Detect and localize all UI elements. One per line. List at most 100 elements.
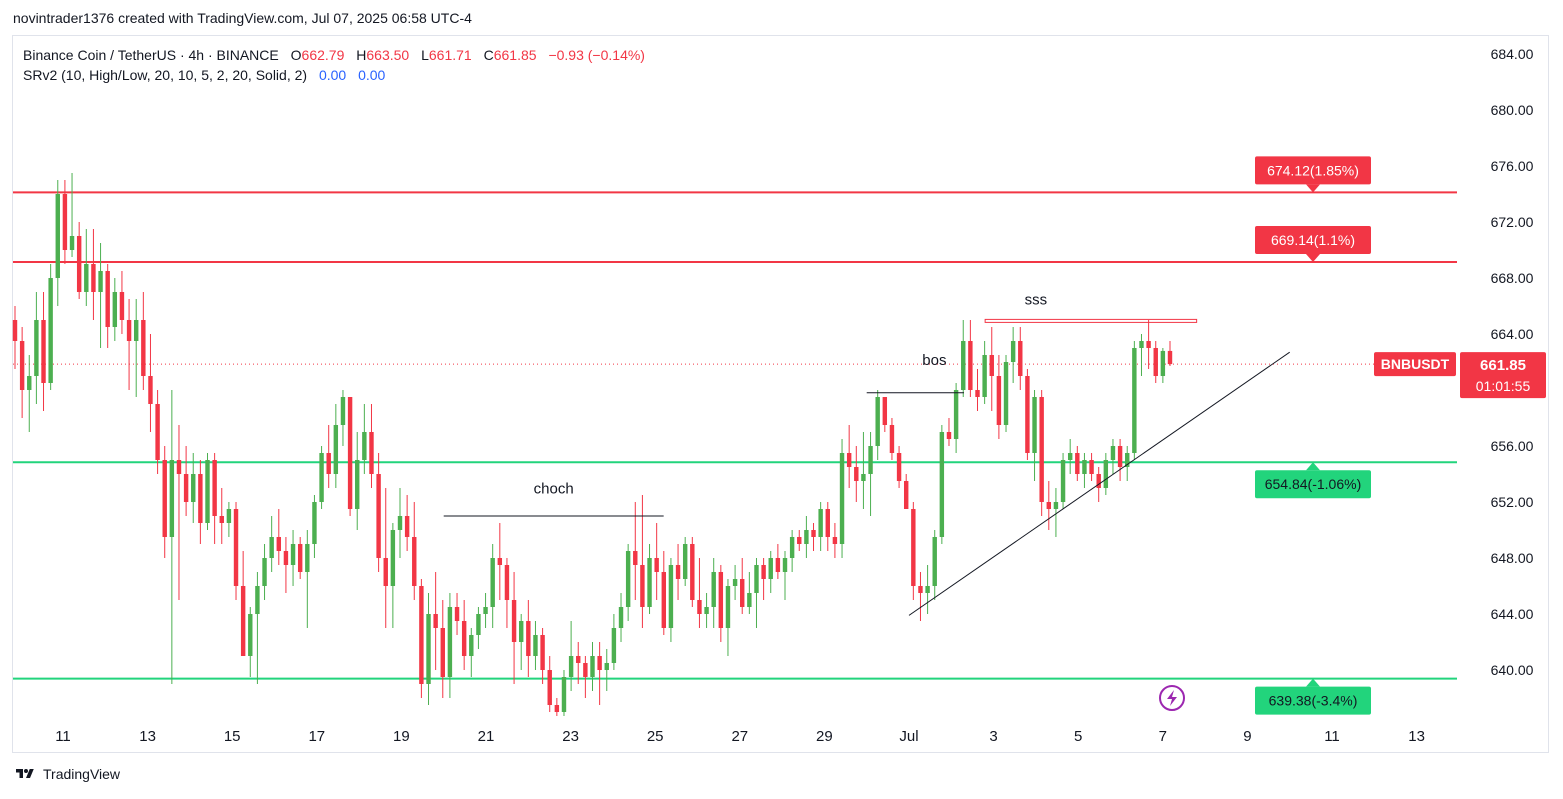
candle-body <box>732 579 738 586</box>
symbol-description[interactable]: Binance Coin / TetherUS · 4h · BINANCE <box>23 47 279 63</box>
candle-body <box>1153 348 1158 376</box>
candle-body <box>98 271 103 292</box>
time-tick-label: Jul <box>899 728 918 745</box>
candle-body <box>105 271 110 327</box>
candle-body <box>839 453 845 544</box>
candle-body <box>248 614 253 656</box>
candle-body <box>754 565 759 593</box>
level-tag-pointer <box>1306 678 1320 687</box>
candle-body <box>290 544 296 565</box>
candle-body <box>1110 446 1116 460</box>
time-tick-label: 19 <box>393 728 410 745</box>
candle-body <box>312 502 317 544</box>
candle-body <box>1117 446 1123 467</box>
candle-body <box>718 572 724 628</box>
symbol-tag-label: BNBUSDT <box>1381 356 1450 372</box>
time-tick-label: 3 <box>989 728 997 745</box>
candle-body <box>461 621 467 656</box>
level-tags: 674.12(1.85%) 669.14(1.1%) 654.84(-1.06%) 6… <box>1255 156 1546 715</box>
open-label: O <box>290 47 302 63</box>
candle-body <box>41 320 46 383</box>
candle-body <box>996 376 1002 425</box>
candle-body <box>426 614 431 684</box>
candle-body <box>533 635 538 656</box>
candle-body <box>447 607 453 677</box>
time-tick-label: 27 <box>731 728 748 745</box>
candle-body <box>205 460 210 523</box>
candle-body <box>212 460 217 516</box>
candle-body <box>226 509 232 523</box>
time-tick-label: 11 <box>1324 728 1340 745</box>
candle-body <box>747 593 752 607</box>
indicator-value-1: 0.00 <box>318 67 347 83</box>
candle-body <box>1075 453 1080 474</box>
candle-body <box>1003 362 1009 425</box>
candle-body <box>283 551 289 565</box>
candle-body <box>647 558 652 607</box>
sss-label: sss <box>1025 292 1048 309</box>
price-tick-label: 652.00 <box>1491 494 1534 510</box>
change-value: −0.93 (−0.14%) <box>548 47 645 63</box>
time-tick-label: 21 <box>478 728 495 745</box>
candle-body <box>868 446 873 474</box>
attribution-text: novintrader1376 created with TradingView… <box>13 10 472 26</box>
price-tick-label: 680.00 <box>1491 102 1534 118</box>
open-value: 662.79 <box>301 47 345 63</box>
candle-body <box>397 516 403 530</box>
candle-body <box>1103 460 1109 488</box>
level-tag-pointer <box>1306 254 1320 263</box>
candle-body <box>305 544 310 572</box>
candle-body <box>276 537 282 551</box>
candle-body <box>1139 341 1144 348</box>
candle-body <box>355 460 360 509</box>
candle-body <box>518 621 524 642</box>
tradingview-logo-icon <box>16 769 34 778</box>
candle-body <box>982 355 987 397</box>
candle-body <box>176 460 182 474</box>
candle-body <box>55 194 60 278</box>
candle-body <box>690 544 695 600</box>
candle-body <box>1053 502 1059 509</box>
candle-body <box>27 376 32 390</box>
candle-body <box>483 607 488 614</box>
candle-body <box>1067 453 1073 460</box>
time-tick-label: 17 <box>308 728 325 745</box>
candle-body <box>1025 376 1030 453</box>
candle-body <box>583 663 588 677</box>
candle-body <box>968 341 973 390</box>
candle-body <box>903 481 909 509</box>
candle-body <box>262 558 267 586</box>
candle-body <box>918 586 923 593</box>
candle-body <box>554 705 560 712</box>
candle-body <box>69 236 75 250</box>
price-tick-label: 656.00 <box>1491 438 1534 454</box>
level-tag <box>1255 470 1371 499</box>
price-tick-label: 668.00 <box>1491 270 1534 286</box>
candle-body <box>576 656 581 663</box>
candle-body <box>1096 474 1101 488</box>
indicator-name[interactable]: SRv2 (10, High/Low, 20, 10, 5, 2, 20, So… <box>23 67 308 83</box>
candle-body <box>832 537 838 544</box>
candle-body <box>846 453 852 467</box>
time-tick-label: 9 <box>1243 728 1251 745</box>
last-price-tag <box>1460 352 1546 399</box>
support-resistance-lines <box>13 191 1457 680</box>
candle-body <box>1018 341 1023 376</box>
candle-body <box>233 509 239 586</box>
countdown-label: 01:01:55 <box>1476 378 1531 394</box>
candle-body <box>347 397 353 509</box>
candle-body <box>611 628 617 663</box>
last-price-label: 661.85 <box>1480 357 1526 374</box>
candle-body <box>782 558 788 572</box>
candle-body <box>469 635 474 656</box>
candle-body <box>326 453 331 474</box>
lightning-icon-glyph <box>1167 690 1177 706</box>
candle-body <box>946 432 952 439</box>
footer-branding: TradingView <box>13 766 120 782</box>
chart-frame[interactable] <box>12 35 1549 753</box>
level-tag-label: 639.38(-3.4%) <box>1269 693 1358 709</box>
candle-body <box>319 453 324 502</box>
candle-body <box>376 474 381 558</box>
candle-body <box>932 537 937 586</box>
